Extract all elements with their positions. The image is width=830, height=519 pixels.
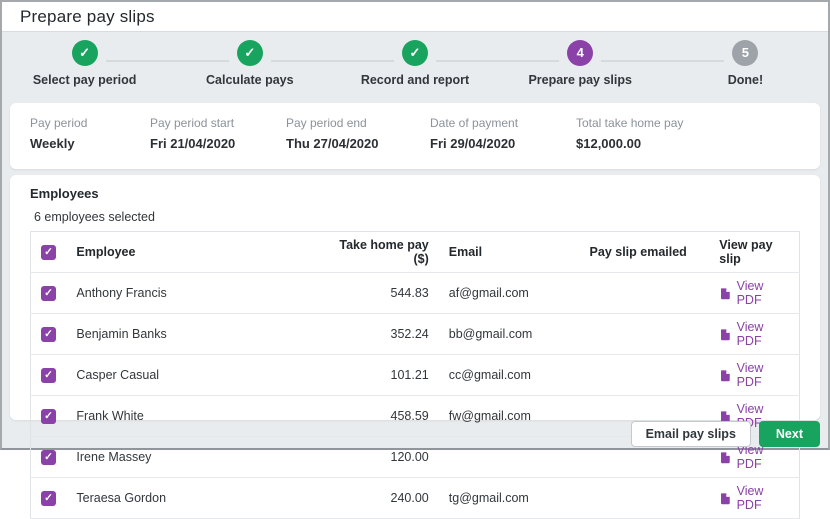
footer-action-bar: Email pay slips Next (2, 420, 828, 448)
row-checkbox[interactable]: ✓ (41, 367, 56, 383)
view-pdf-link[interactable]: View PDF (719, 279, 789, 307)
row-checkbox[interactable]: ✓ (41, 449, 56, 465)
summary-item: Pay period Weekly (30, 116, 150, 156)
summary-value: Fri 21/04/2020 (150, 136, 236, 151)
pay-slip-emailed-cell (579, 477, 710, 519)
email-pay-slips-button[interactable]: Email pay slips (630, 421, 751, 447)
view-pdf-link[interactable]: View PDF (719, 484, 789, 512)
column-header-pay-slip-emailed: Pay slip emailed (579, 231, 710, 273)
step: ✓ Select pay period (2, 40, 168, 96)
take-home-pay-cell: 101.21 (328, 354, 439, 396)
summary-label: Pay period start (150, 116, 235, 130)
summary-item: Pay period start Fri 21/04/2020 (150, 116, 286, 156)
pdf-file-icon (721, 492, 730, 504)
pay-summary-card: Pay period Weekly Pay period start Fri 2… (10, 103, 820, 169)
take-home-pay-cell: 352.24 (328, 313, 439, 355)
summary-item: Date of payment Fri 29/04/2020 (430, 116, 576, 156)
pay-slip-emailed-cell (579, 272, 710, 314)
table-header-row: ✓ Employee Take home pay ($) Email Pay s… (30, 231, 800, 273)
table-row: ✓ Benjamin Banks 352.24 bb@gmail.com Vie… (30, 313, 800, 355)
view-pdf-label: View PDF (736, 279, 764, 307)
selected-count-text: 6 employees selected (34, 210, 155, 224)
employee-name-cell: Casper Casual (66, 354, 329, 396)
step: 4 Prepare pay slips (497, 40, 664, 96)
employees-card: Employees 6 employees selected ✓ Employe… (10, 175, 820, 519)
step-check-icon: ✓ (71, 40, 98, 66)
summary-item: Pay period end Thu 27/04/2020 (286, 116, 430, 156)
summary-value: Weekly (30, 136, 75, 151)
employee-name-cell: Benjamin Banks (66, 313, 329, 355)
summary-value: Thu 27/04/2020 (286, 136, 379, 151)
step-number-badge: 4 (567, 40, 594, 66)
email-cell: af@gmail.com (438, 272, 580, 314)
step-label: Select pay period (32, 73, 137, 87)
pdf-file-icon (721, 410, 730, 422)
take-home-pay-cell: 544.83 (328, 272, 439, 314)
step-number-badge: 5 (732, 40, 759, 66)
email-cell: tg@gmail.com (438, 477, 580, 519)
table-row: ✓ Teraesa Gordon 240.00 tg@gmail.com Vie… (30, 477, 800, 519)
view-pdf-label: View PDF (736, 484, 764, 512)
email-cell: bb@gmail.com (438, 313, 580, 355)
email-cell: fw@gmail.com (438, 395, 580, 437)
pay-slip-emailed-cell (579, 354, 710, 396)
step-check-icon: ✓ (402, 40, 428, 66)
employees-table: ✓ Employee Take home pay ($) Email Pay s… (30, 231, 800, 519)
employee-name-cell: Teraesa Gordon (66, 477, 329, 519)
table-row: ✓ Frank White 458.59 fw@gmail.com View P… (30, 395, 800, 437)
row-checkbox[interactable]: ✓ (41, 408, 56, 424)
column-header-take-home-pay: Take home pay ($) (328, 231, 439, 273)
summary-label: Total take home pay (576, 116, 684, 130)
row-checkbox[interactable]: ✓ (41, 285, 56, 301)
view-pdf-link[interactable]: View PDF (719, 320, 789, 348)
pay-slip-emailed-cell (579, 313, 710, 355)
step-label: Calculate pays (206, 73, 294, 87)
row-checkbox[interactable]: ✓ (41, 326, 56, 342)
view-pdf-label: View PDF (736, 361, 764, 389)
pdf-file-icon (721, 369, 730, 381)
summary-label: Pay period end (286, 116, 367, 130)
column-header-employee: Employee (66, 231, 329, 273)
take-home-pay-cell: 240.00 (328, 477, 439, 519)
summary-item: Total take home pay $12,000.00 (576, 116, 683, 156)
email-cell: cc@gmail.com (438, 354, 580, 396)
take-home-pay-cell: 458.59 (328, 395, 439, 437)
step-label: Record and report (360, 73, 470, 87)
step-label: Done! (727, 73, 764, 87)
pdf-file-icon (721, 451, 730, 463)
summary-label: Date of payment (430, 116, 519, 130)
summary-value: Fri 29/04/2020 (430, 136, 516, 151)
step: ✓ Calculate pays (167, 40, 333, 96)
view-pdf-label: View PDF (736, 320, 764, 348)
employees-heading: Employees (30, 186, 99, 201)
step: ✓ Record and report (332, 40, 498, 96)
page-title: Prepare pay slips (20, 6, 155, 26)
column-header-view-pay-slip: View pay slip (709, 231, 800, 273)
step: 5 Done! (662, 40, 828, 96)
table-row: ✓ Anthony Francis 544.83 af@gmail.com Vi… (30, 272, 800, 314)
wizard-stepper: ✓ Select pay period ✓ Calculate pays ✓ R… (2, 32, 828, 96)
employee-name-cell: Frank White (66, 395, 329, 437)
table-row: ✓ Casper Casual 101.21 cc@gmail.com View… (30, 354, 800, 396)
title-bar: Prepare pay slips (2, 2, 828, 32)
summary-value: $12,000.00 (576, 136, 642, 151)
pdf-file-icon (721, 328, 730, 340)
summary-label: Pay period (30, 116, 88, 130)
pdf-file-icon (721, 287, 730, 299)
row-checkbox[interactable]: ✓ (41, 490, 56, 506)
next-button[interactable]: Next (758, 421, 820, 447)
select-all-checkbox[interactable]: ✓ (41, 244, 56, 260)
column-header-email: Email (438, 231, 580, 273)
step-check-icon: ✓ (236, 40, 263, 66)
employee-name-cell: Anthony Francis (66, 272, 329, 314)
view-pdf-link[interactable]: View PDF (719, 361, 789, 389)
step-label: Prepare pay slips (528, 73, 632, 87)
